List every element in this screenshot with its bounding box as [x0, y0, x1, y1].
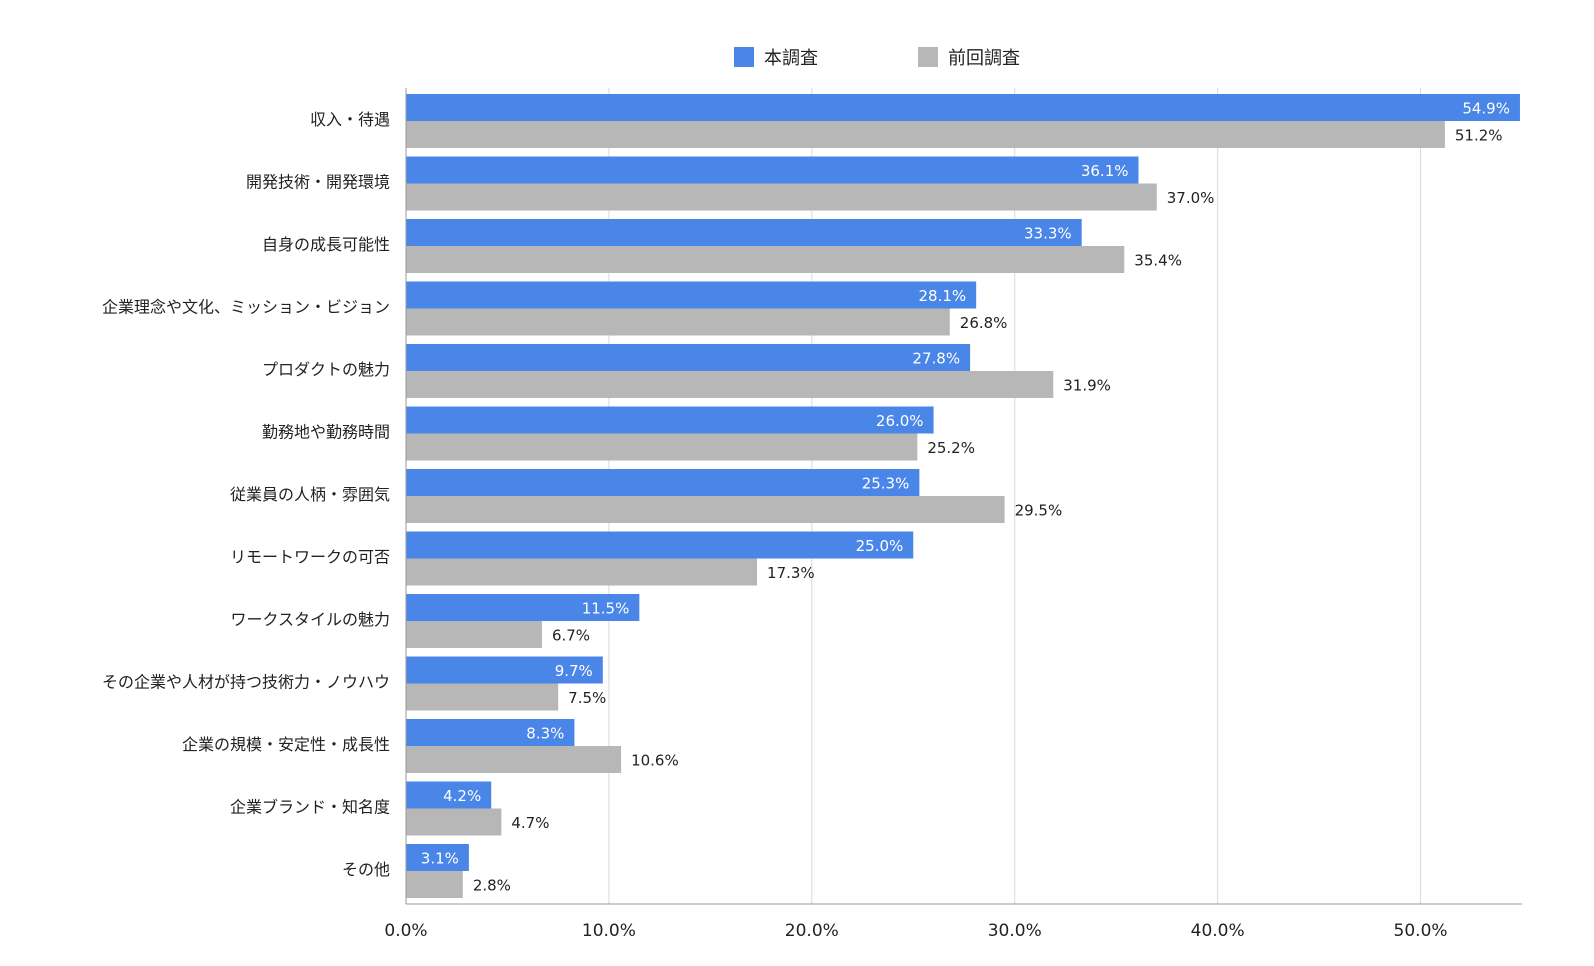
- data-label-current: 26.0%: [876, 412, 924, 430]
- x-tick-label: 20.0%: [785, 921, 839, 941]
- x-tick-label: 50.0%: [1394, 921, 1448, 941]
- legend-swatch-previous: [918, 47, 938, 67]
- legend-label-previous: 前回調査: [948, 48, 1020, 69]
- x-tick-label: 40.0%: [1191, 921, 1245, 941]
- data-label-current: 25.3%: [862, 475, 910, 493]
- data-label-previous: 31.9%: [1063, 377, 1111, 395]
- category-label: リモートワークの可否: [230, 548, 390, 567]
- category-label: 企業の規模・安定性・成長性: [182, 735, 390, 754]
- x-tick-label: 30.0%: [988, 921, 1042, 941]
- bar-current: [406, 469, 920, 496]
- data-label-current: 11.5%: [582, 600, 630, 618]
- bar-previous: [406, 308, 950, 336]
- data-label-previous: 10.6%: [631, 752, 679, 770]
- legend-swatch-current: [734, 47, 754, 67]
- data-label-previous: 6.7%: [552, 627, 590, 645]
- bar-previous: [406, 496, 1005, 523]
- x-tick-label: 10.0%: [582, 921, 636, 941]
- bar-current: [406, 219, 1082, 246]
- category-label: その企業や人材が持つ技術力・ノウハウ: [102, 673, 390, 692]
- data-label-previous: 37.0%: [1167, 189, 1215, 207]
- category-label: その他: [342, 860, 390, 879]
- data-label-previous: 25.2%: [927, 439, 975, 457]
- bar-previous: [406, 246, 1125, 273]
- category-label: 企業ブランド・知名度: [230, 798, 390, 817]
- bar-current: [406, 781, 492, 809]
- data-label-current: 33.3%: [1024, 225, 1072, 243]
- bar-current: [406, 531, 914, 559]
- bar-previous: [406, 621, 542, 648]
- bar-previous: [406, 183, 1157, 211]
- category-label: 企業理念や文化、ミッション・ビジョン: [102, 298, 390, 317]
- data-label-previous: 26.8%: [960, 314, 1008, 332]
- bar-current: [406, 281, 977, 309]
- bar-previous: [406, 683, 559, 711]
- category-label: 従業員の人柄・雰囲気: [230, 485, 390, 504]
- category-label: プロダクトの魅力: [262, 360, 390, 379]
- category-label: 勤務地や勤務時間: [262, 423, 390, 442]
- data-label-previous: 29.5%: [1015, 502, 1063, 520]
- bar-current: [406, 94, 1520, 121]
- data-label-current: 4.2%: [443, 787, 481, 805]
- bar-current: [406, 156, 1139, 184]
- data-label-current: 28.1%: [919, 287, 967, 305]
- category-label: ワークスタイルの魅力: [230, 610, 390, 629]
- category-label: 開発技術・開発環境: [246, 173, 390, 192]
- bar-previous: [406, 558, 758, 586]
- data-label-current: 8.3%: [526, 725, 564, 743]
- bar-current: [406, 719, 575, 746]
- data-label-current: 3.1%: [421, 850, 459, 868]
- x-tick-label: 0.0%: [384, 921, 427, 941]
- category-label: 自身の成長可能性: [262, 235, 390, 254]
- bar-previous: [406, 746, 622, 773]
- bar-previous: [406, 121, 1445, 148]
- legend: 本調査 前回調査: [0, 44, 1594, 70]
- legend-item-current: 本調査: [734, 44, 818, 70]
- data-label-previous: 7.5%: [568, 689, 606, 707]
- bar-previous: [406, 808, 502, 836]
- category-label: 収入・待遇: [310, 110, 390, 129]
- data-label-current: 36.1%: [1081, 162, 1129, 180]
- bar-previous: [406, 433, 918, 461]
- data-label-current: 27.8%: [912, 350, 960, 368]
- data-label-current: 25.0%: [856, 537, 904, 555]
- data-label-previous: 51.2%: [1455, 127, 1503, 145]
- data-label-current: 54.9%: [1462, 100, 1510, 118]
- legend-item-previous: 前回調査: [918, 44, 1020, 70]
- bar-current: [406, 594, 640, 621]
- data-label-previous: 2.8%: [473, 877, 511, 895]
- data-label-previous: 17.3%: [767, 564, 815, 582]
- bar-current: [406, 344, 971, 371]
- data-label-previous: 35.4%: [1134, 252, 1182, 270]
- bar-current: [406, 656, 603, 684]
- bar-previous: [406, 871, 463, 898]
- data-label-current: 9.7%: [555, 662, 593, 680]
- data-label-previous: 4.7%: [511, 814, 549, 832]
- bar-current: [406, 844, 469, 871]
- bar-previous: [406, 371, 1054, 398]
- bar-current: [406, 406, 934, 434]
- legend-label-current: 本調査: [764, 48, 818, 69]
